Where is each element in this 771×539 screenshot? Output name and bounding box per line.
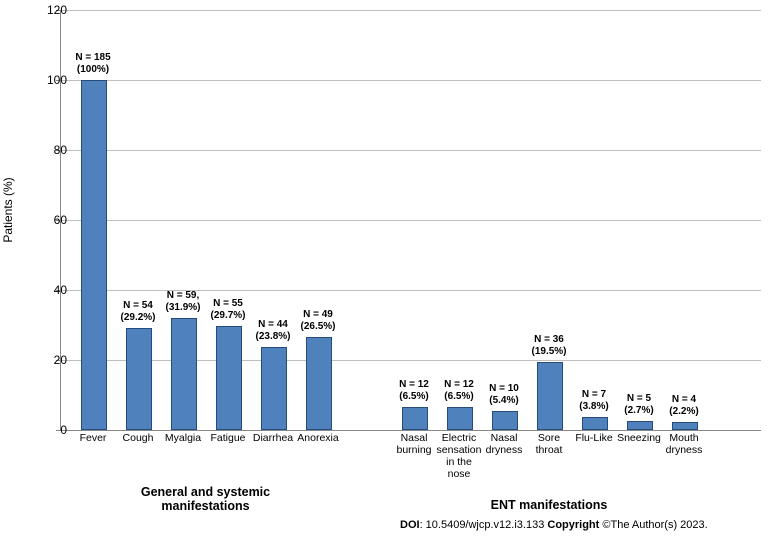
ytick-label: 60 xyxy=(37,213,67,227)
bar-value-label: N = 44(23.8%) xyxy=(248,319,298,343)
footer-citation: DOI: 10.5409/wjcp.v12.i3.133 Copyright ©… xyxy=(400,519,708,531)
bar xyxy=(672,422,698,430)
bar xyxy=(126,328,152,430)
bar-value-label: N = 10(5.4%) xyxy=(479,383,529,407)
bar-value-label: N = 36(19.5%) xyxy=(524,334,574,358)
bar-value-label: N = 54(29.2%) xyxy=(113,300,163,324)
bar-value-label: N = 12(6.5%) xyxy=(389,379,439,403)
bar-value-label: N = 4(2.2%) xyxy=(659,394,709,418)
bar xyxy=(537,362,563,430)
bar-value-label: N = 185(100%) xyxy=(68,52,118,76)
ytick-label: 120 xyxy=(37,3,67,17)
bar xyxy=(402,407,428,430)
bar xyxy=(171,318,197,430)
y-axis-title: Patients (%) xyxy=(1,177,15,242)
ytick-label: 20 xyxy=(37,353,67,367)
xtick-label: Anorexia xyxy=(290,432,346,444)
bar-value-label: N = 12(6.5%) xyxy=(434,379,484,403)
ytick-label: 80 xyxy=(37,143,67,157)
ytick-label: 100 xyxy=(37,73,67,87)
bar xyxy=(582,417,608,430)
bar xyxy=(81,80,107,430)
bar xyxy=(216,326,242,430)
bar-value-label: N = 55(29.7%) xyxy=(203,298,253,322)
gridline xyxy=(61,360,761,361)
ytick-label: 0 xyxy=(37,423,67,437)
doi-label: DOI xyxy=(400,519,420,531)
ytick-label: 40 xyxy=(37,283,67,297)
doi-value: : 10.5409/wjcp.v12.i3.133 xyxy=(420,519,548,531)
bar-value-label: N = 7(3.8%) xyxy=(569,389,619,413)
gridline xyxy=(61,150,761,151)
bar xyxy=(447,407,473,430)
bar-value-label: N = 59,(31.9%) xyxy=(158,290,208,314)
copyright-value: ©The Author(s) 2023. xyxy=(599,519,707,531)
gridline xyxy=(61,220,761,221)
group-title-general: General and systemicmanifestations xyxy=(80,485,331,513)
bar xyxy=(627,421,653,430)
bar-value-label: N = 49(26.5%) xyxy=(293,309,343,333)
xtick-label: Mouthdryness xyxy=(656,432,712,456)
plot-area xyxy=(60,10,761,431)
bar xyxy=(492,411,518,430)
gridline xyxy=(61,10,761,11)
bar xyxy=(261,347,287,430)
gridline xyxy=(61,80,761,81)
group-title-ent: ENT manifestations xyxy=(401,498,697,512)
bar xyxy=(306,337,332,430)
bar-value-label: N = 5(2.7%) xyxy=(614,393,664,417)
copyright-label: Copyright xyxy=(547,519,599,531)
chart-container: Patients (%) 020406080100120 FeverCoughM… xyxy=(0,0,771,539)
